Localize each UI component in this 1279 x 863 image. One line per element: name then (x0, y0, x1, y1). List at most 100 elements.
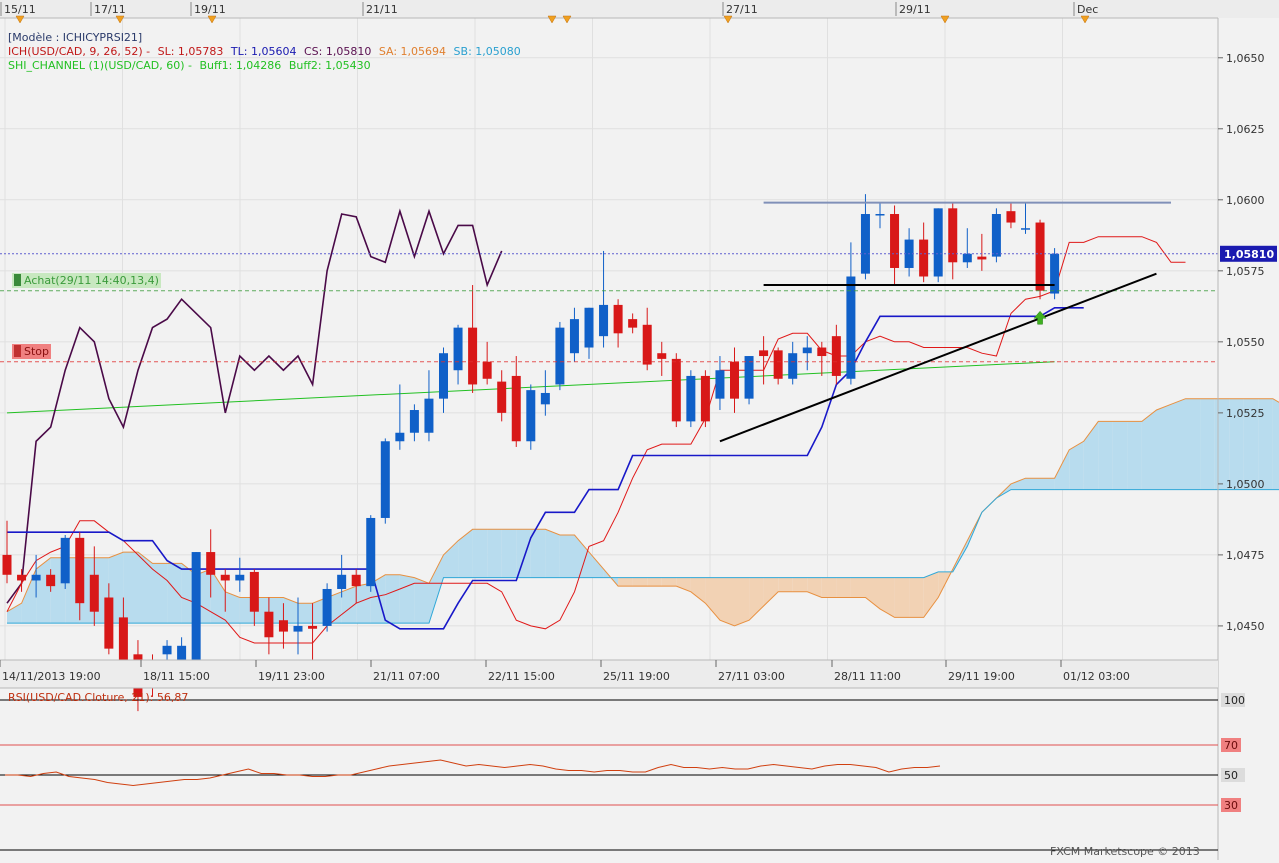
price-panel[interactable] (0, 18, 1218, 660)
cloud-segment (356, 583, 371, 624)
candle (351, 569, 361, 604)
x-tick-label: 28/11 11:00 (834, 670, 901, 683)
cloud-segment (1156, 404, 1171, 490)
cloud-segment (589, 552, 604, 578)
candle-body (118, 617, 128, 669)
candle (628, 313, 638, 334)
cloud-segment (1200, 398, 1215, 490)
rsi-tick-badge (1221, 768, 1245, 782)
candle-body (380, 441, 390, 518)
candles (2, 194, 1060, 712)
candle (730, 347, 739, 413)
candle (482, 341, 492, 385)
candle-body (439, 353, 448, 399)
rsi-tick-label: 70 (1224, 739, 1238, 752)
candle (409, 404, 419, 442)
candle (555, 321, 565, 391)
x-tick-label: 19/11 23:00 (258, 670, 325, 683)
candle (278, 603, 288, 649)
candle-body (802, 347, 812, 354)
cloud-segment (1083, 421, 1099, 490)
candle-body (700, 375, 710, 422)
stop-order-label: Stop (24, 344, 50, 358)
cloud-segment (399, 574, 415, 624)
cloud-segment (1258, 398, 1273, 490)
x-tick-label: 18/11 15:00 (143, 670, 210, 683)
candle-body (1021, 228, 1030, 230)
event-marker-icon (940, 15, 950, 24)
candle-body (497, 381, 507, 413)
cloud-segment (690, 577, 706, 604)
candle-body (1035, 222, 1045, 291)
candle (831, 324, 841, 385)
cloud-segment (7, 603, 22, 624)
candle (468, 285, 478, 393)
buy-order-tag[interactable]: Achat(29/11 14:40,13,4) (12, 272, 161, 288)
time-axis-bar (0, 660, 1218, 688)
candle (337, 554, 347, 598)
candle (1035, 219, 1045, 300)
candle-body (686, 375, 696, 422)
candle (1021, 202, 1030, 234)
candle-body (817, 347, 827, 357)
candle (744, 356, 754, 405)
candle (700, 370, 710, 428)
candle (773, 347, 783, 385)
candle-body (890, 214, 900, 268)
candle (206, 529, 216, 598)
current-price-label: 1,05810 (1224, 248, 1274, 261)
cloud-segment (1185, 398, 1201, 490)
candle (75, 532, 85, 621)
candle (395, 384, 405, 450)
cloud-segment (283, 597, 298, 624)
ich-name: ICH(USD/CAD, 9, 26, 52) - (8, 45, 151, 58)
senkou-a-line (6, 398, 1279, 627)
cloud-segment (36, 557, 51, 624)
buy-order-label: Achat(29/11 14:40,13,4) (24, 273, 159, 287)
tl-value: TL: 1,05604 (230, 45, 297, 58)
cloud-segment (574, 535, 589, 578)
candle (308, 603, 318, 660)
rsi-tick-label: 30 (1224, 799, 1238, 812)
sa-value: SA: 1,05694 (378, 45, 447, 58)
candle (671, 353, 681, 428)
cloud-segment (618, 577, 633, 587)
candle-body (977, 256, 987, 260)
candle (759, 336, 769, 385)
candle (933, 208, 943, 283)
candle-body (526, 390, 536, 442)
cloud-segment (152, 563, 168, 624)
candle (657, 341, 667, 376)
trendline (719, 272, 1157, 443)
cloud-segment (1171, 398, 1186, 490)
candle (264, 597, 274, 655)
order-marker-icon (14, 344, 21, 357)
stop-order-tag[interactable]: Stop (12, 343, 52, 359)
candle-body (2, 554, 12, 575)
cs-value: CS: 1,05810 (303, 45, 372, 58)
candle-body (875, 214, 885, 216)
overlay (0, 201, 1218, 443)
y-tick-label: 1,0650 (1226, 52, 1265, 65)
rsi-tick-badge (1221, 798, 1241, 812)
cloud-segment (123, 552, 138, 624)
candle-body (744, 356, 754, 399)
cloud-segment (545, 529, 560, 578)
candle-body (933, 208, 943, 277)
cloud-segment (1272, 398, 1279, 490)
cloud-segment (385, 574, 400, 624)
candle (875, 202, 885, 229)
candle-body (89, 574, 99, 612)
candle-body (60, 537, 70, 584)
candle (642, 307, 652, 371)
candle-body (584, 307, 594, 348)
candle (526, 384, 536, 450)
rsi-panel[interactable] (0, 688, 1218, 850)
candle-body (773, 350, 783, 379)
cloud-segment (676, 577, 691, 592)
candle-body (191, 552, 201, 660)
cloud-segment (370, 574, 386, 624)
top-date-label: 29/11 (899, 3, 931, 16)
x-tick-label: 25/11 19:00 (603, 670, 670, 683)
